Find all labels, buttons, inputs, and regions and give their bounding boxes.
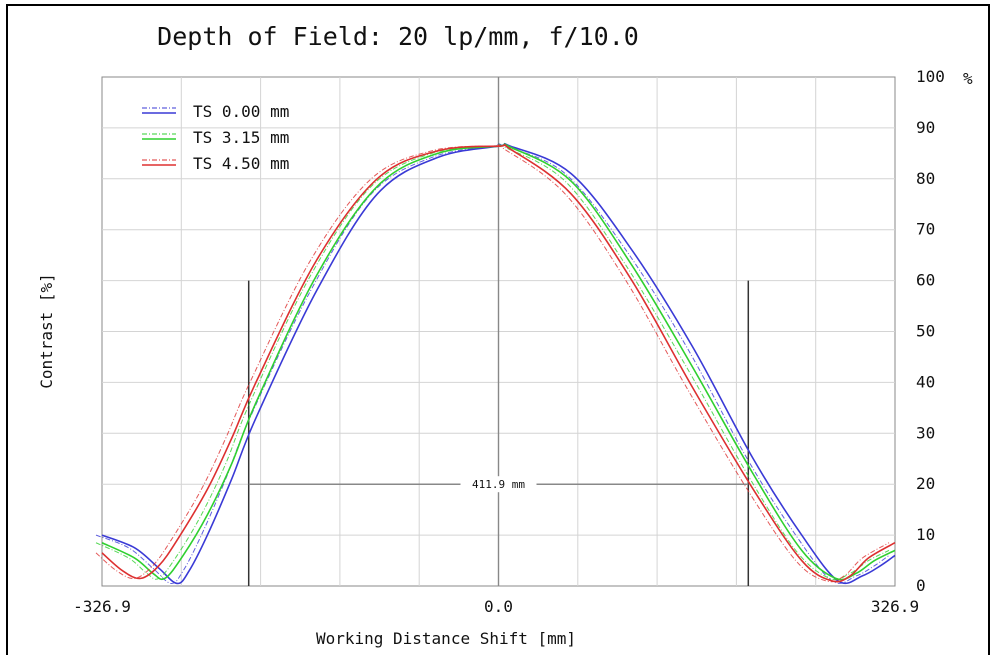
series-line-sagittal-1 xyxy=(95,143,890,584)
y-tick-label: 100 xyxy=(916,67,945,86)
x-tick-label: -326.9 xyxy=(73,597,131,616)
series-line-sagittal-3 xyxy=(95,144,890,583)
y-tick-label: 30 xyxy=(916,423,935,442)
series-lines xyxy=(95,142,896,585)
legend-label: TS 4.50 mm xyxy=(193,154,289,173)
y-tick-label: 60 xyxy=(916,271,935,290)
y-tick-label: 90 xyxy=(916,118,935,137)
chart-frame xyxy=(6,4,990,655)
y-tick-label: 0 xyxy=(916,576,926,595)
grid-lines xyxy=(102,77,895,586)
y-tick-label: 50 xyxy=(916,322,935,341)
legend-label: TS 0.00 mm xyxy=(193,102,289,121)
dof-span-label: 411.9 mm xyxy=(472,478,525,491)
y-tick-labels: 0 10 20 30 40 50 60 70 80 90 100 xyxy=(916,67,945,595)
chart-title: Depth of Field: 20 lp/mm, f/10.0 xyxy=(157,22,639,51)
y-tick-label: 80 xyxy=(916,169,935,188)
y-tick-label: 40 xyxy=(916,372,935,391)
x-tick-labels: -326.9 0.0 326.9 xyxy=(73,597,919,616)
x-axis-label: Working Distance Shift [mm] xyxy=(316,629,576,648)
dof-label-bg xyxy=(460,476,537,493)
y-axis-label: Contrast [%] xyxy=(37,273,56,389)
y-unit-label: % xyxy=(963,69,973,88)
x-tick-label: 0.0 xyxy=(484,597,513,616)
legend: TS 0.00 mm TS 3.15 mm TS 4.50 mm xyxy=(142,102,289,173)
y-tick-label: 10 xyxy=(916,525,935,544)
x-tick-label: 326.9 xyxy=(871,597,919,616)
y-tick-label: 70 xyxy=(916,220,935,239)
legend-label: TS 3.15 mm xyxy=(193,128,289,147)
series-line-1 xyxy=(101,142,896,585)
y-tick-label: 20 xyxy=(916,474,935,493)
